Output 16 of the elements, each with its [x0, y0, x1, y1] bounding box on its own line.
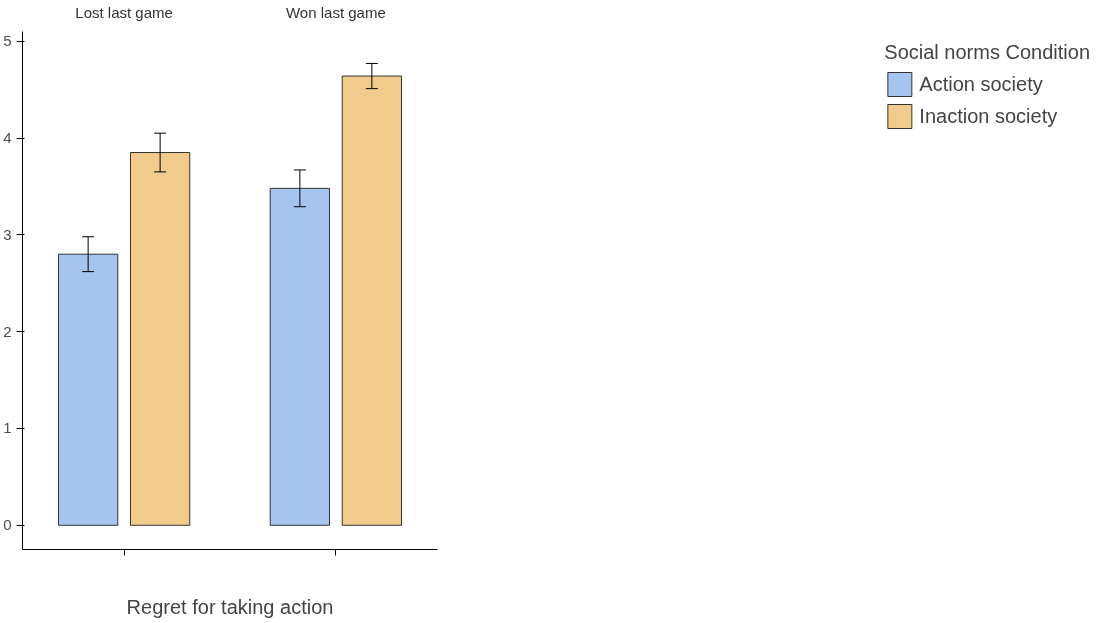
y-tick-label: 4 [3, 129, 12, 146]
bar [129, 152, 191, 526]
x-tick-label: Won last game [285, 3, 386, 21]
bar [269, 187, 331, 526]
bar [341, 75, 403, 526]
legend-label: Inaction society [919, 104, 1058, 128]
y-tick-label: 1 [3, 419, 12, 437]
x-tick-label: Lost last game [75, 3, 173, 21]
y-tick-label: 2 [3, 322, 12, 340]
bar [57, 253, 119, 526]
y-tick-label: 3 [3, 225, 12, 243]
x-axis-title: Regret for taking action [126, 595, 334, 618]
y-tick-label: 0 [3, 516, 12, 534]
legend-label: Action society [919, 72, 1043, 96]
legend-title: Social norms Condition [884, 41, 1090, 64]
y-tick-label: 5 [3, 32, 12, 50]
